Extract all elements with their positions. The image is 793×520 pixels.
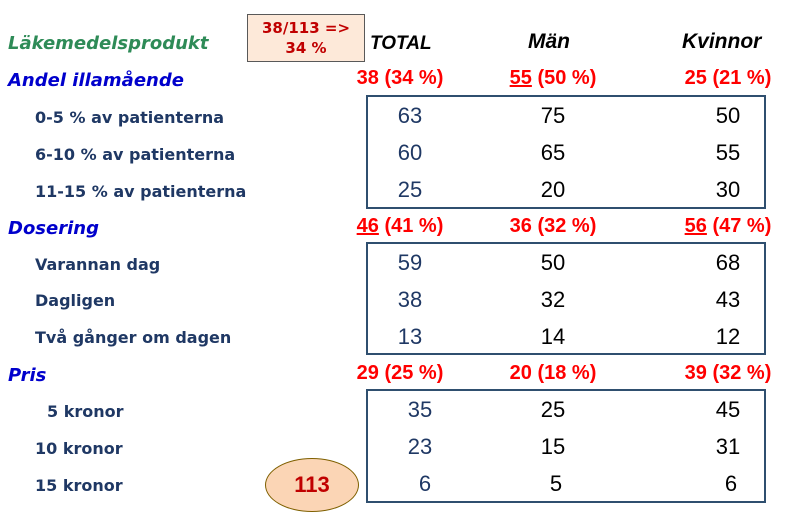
summary-women: 39 (32 %) (684, 362, 772, 384)
total-count-oval: 113 (265, 458, 359, 512)
section-heading-price: Pris (8, 365, 47, 386)
row-label: Dagligen (35, 291, 116, 310)
cell-total: 35 (407, 397, 433, 422)
row-label: 10 kronor (35, 439, 123, 458)
cell-total: 38 (397, 287, 423, 312)
note-line-1: 38/113 => (261, 19, 351, 37)
column-header-men: Män (528, 30, 570, 53)
column-header-women: Kvinnor (682, 30, 762, 53)
cell-total: 59 (397, 250, 423, 275)
summary-women: 56 (47 %) (684, 215, 772, 237)
cell-men: 5 (549, 471, 563, 496)
cell-women: 6 (724, 471, 738, 496)
summary-total: 29 (25 %) (356, 362, 444, 384)
section-box-nausea (366, 95, 766, 209)
summary-men: 20 (18 %) (509, 362, 597, 384)
row-label: 15 kronor (35, 476, 123, 495)
row-label: 6-10 % av patienterna (35, 145, 236, 164)
cell-women: 50 (715, 103, 741, 128)
cell-men: 75 (540, 103, 566, 128)
column-header-total: TOTAL (370, 33, 432, 54)
cell-total: 60 (397, 140, 423, 165)
section-box-price (366, 389, 766, 503)
section-box-dosage (366, 242, 766, 355)
summary-total: 38 (34 %) (356, 67, 444, 89)
cell-women: 45 (715, 397, 741, 422)
cell-men: 25 (540, 397, 566, 422)
summary-men: 36 (32 %) (509, 215, 597, 237)
cell-total: 25 (397, 177, 423, 202)
summary-total: 46 (41 %) (356, 215, 444, 237)
cell-men: 65 (540, 140, 566, 165)
row-label: Två gånger om dagen (35, 328, 232, 347)
cell-total: 13 (397, 324, 423, 349)
cell-men: 15 (540, 434, 566, 459)
cell-women: 68 (715, 250, 741, 275)
row-label: 5 kronor (47, 402, 124, 421)
section-heading-nausea: Andel illamående (8, 70, 184, 91)
cell-women: 55 (715, 140, 741, 165)
cell-women: 12 (715, 324, 741, 349)
product-title: Läkemedelsprodukt (8, 33, 209, 54)
summary-men: 55 (50 %) (509, 67, 597, 89)
summary-women: 25 (21 %) (684, 67, 772, 89)
section-heading-dosage: Dosering (8, 218, 99, 239)
cell-men: 50 (540, 250, 566, 275)
row-label: Varannan dag (35, 255, 161, 274)
row-label: 0-5 % av patienterna (35, 108, 225, 127)
cell-women: 31 (715, 434, 741, 459)
cell-total: 63 (397, 103, 423, 128)
cell-women: 30 (715, 177, 741, 202)
calculation-note: 38/113 => 34 % (247, 14, 365, 62)
cell-women: 43 (715, 287, 741, 312)
cell-men: 14 (540, 324, 566, 349)
note-line-2: 34 % (285, 39, 327, 57)
cell-men: 32 (540, 287, 566, 312)
cell-total: 6 (418, 471, 432, 496)
cell-total: 23 (407, 434, 433, 459)
cell-men: 20 (540, 177, 566, 202)
row-label: 11-15 % av patienterna (35, 182, 247, 201)
